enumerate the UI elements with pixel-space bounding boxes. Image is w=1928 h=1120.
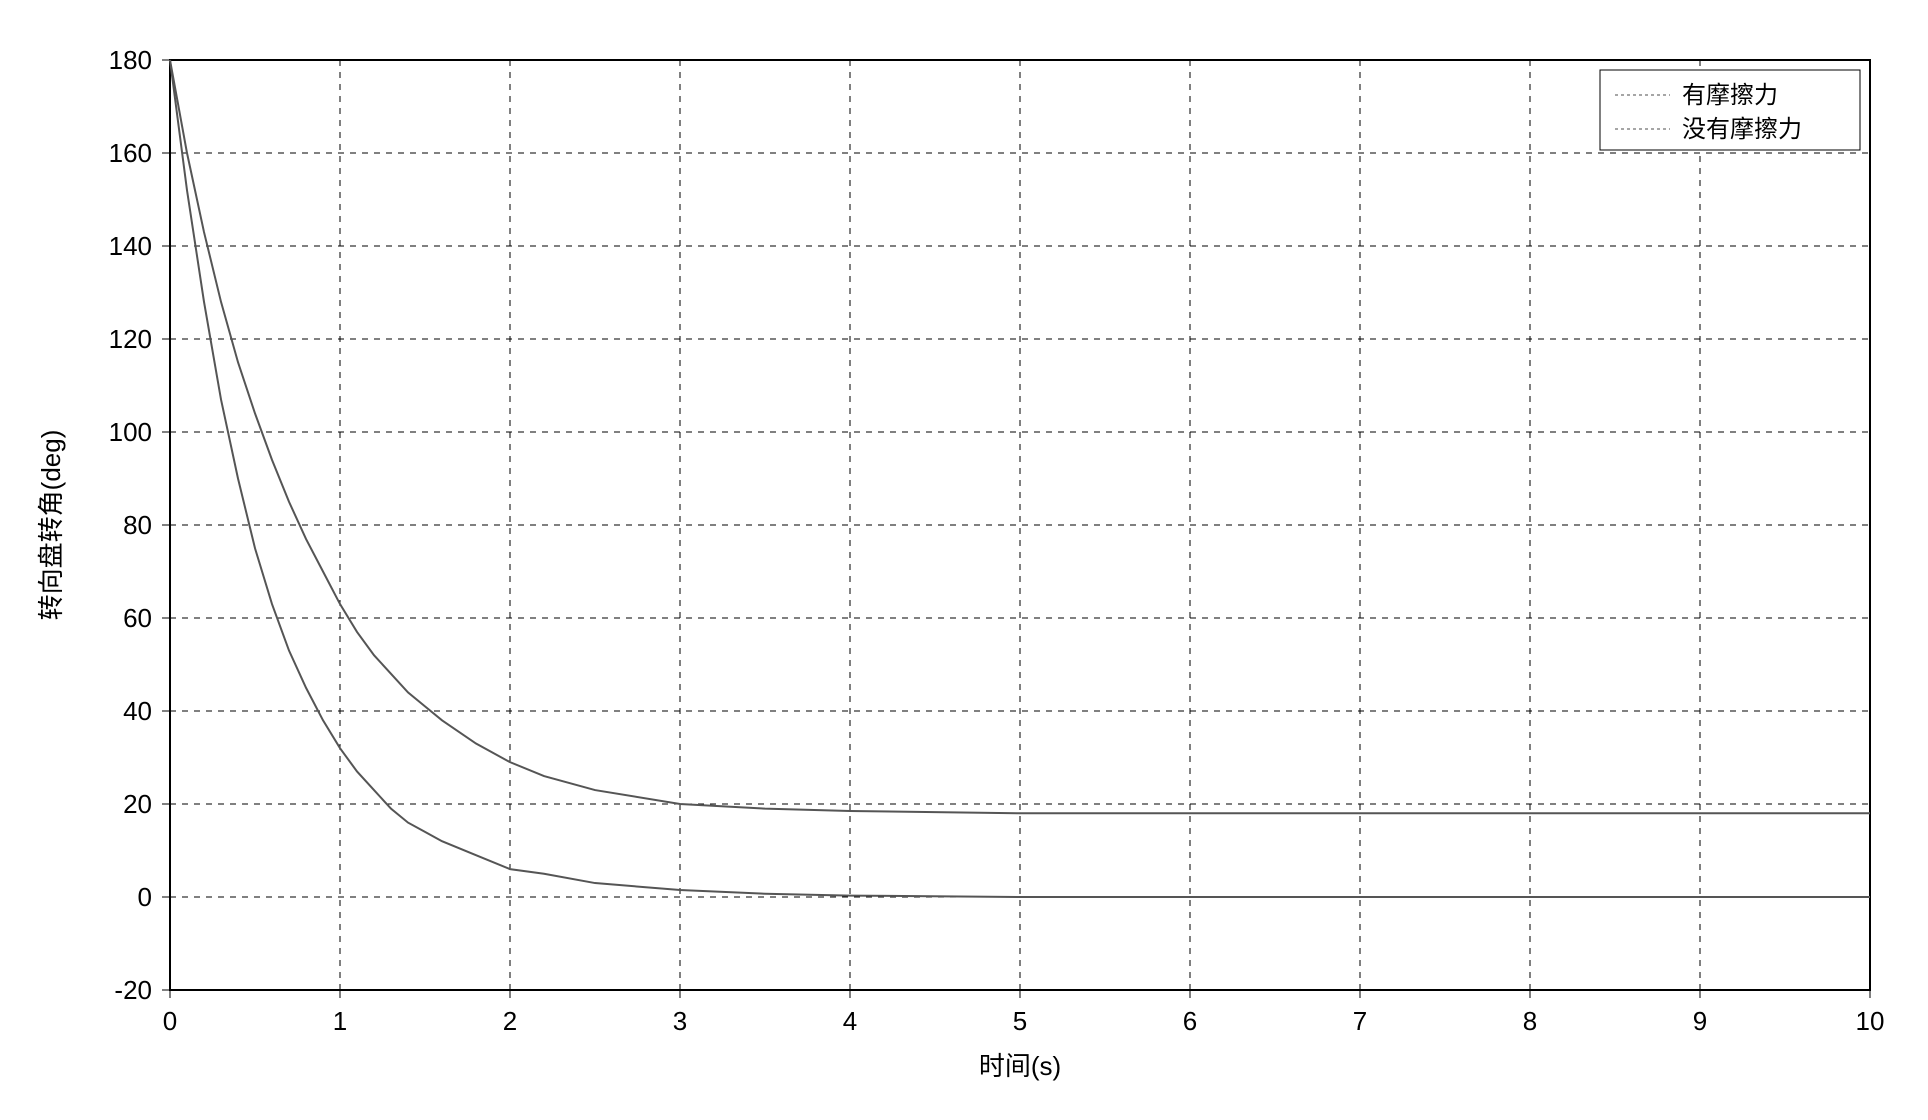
x-tick-label: 3	[673, 1006, 687, 1036]
y-tick-label: 180	[109, 45, 152, 75]
y-tick-label: 120	[109, 324, 152, 354]
y-axis-label: 转向盘转角(deg)	[36, 430, 66, 621]
x-tick-label: 1	[333, 1006, 347, 1036]
x-tick-label: 5	[1013, 1006, 1027, 1036]
x-tick-label: 6	[1183, 1006, 1197, 1036]
x-tick-label: 7	[1353, 1006, 1367, 1036]
y-tick-label: -20	[114, 975, 152, 1005]
y-tick-label: 160	[109, 138, 152, 168]
legend-label: 没有摩擦力	[1682, 116, 1802, 143]
x-tick-label: 0	[163, 1006, 177, 1036]
x-tick-label: 9	[1693, 1006, 1707, 1036]
y-tick-label: 60	[123, 603, 152, 633]
line-chart: 0 1 2 3 4 5 6 7 8 9 10 -20 0 20 40 60 80 100 120 140 160 180 时…	[0, 0, 1928, 1120]
x-tick-label: 4	[843, 1006, 857, 1036]
x-tick-label: 8	[1523, 1006, 1537, 1036]
chart-container: 0 1 2 3 4 5 6 7 8 9 10 -20 0 20 40 60 80 100 120 140 160 180 时…	[0, 0, 1928, 1120]
x-tick-label: 10	[1856, 1006, 1885, 1036]
x-tick-label: 2	[503, 1006, 517, 1036]
y-tick-label: 140	[109, 231, 152, 261]
y-tick-label: 40	[123, 696, 152, 726]
y-tick-label: 0	[138, 882, 152, 912]
y-tick-label: 80	[123, 510, 152, 540]
svg-text:转向盘转角(deg): 转向盘转角(deg)	[36, 430, 66, 621]
y-tick-label: 20	[123, 789, 152, 819]
x-axis-label: 时间(s)	[979, 1051, 1061, 1081]
legend-label: 有摩擦力	[1682, 82, 1778, 109]
y-tick-label: 100	[109, 417, 152, 447]
